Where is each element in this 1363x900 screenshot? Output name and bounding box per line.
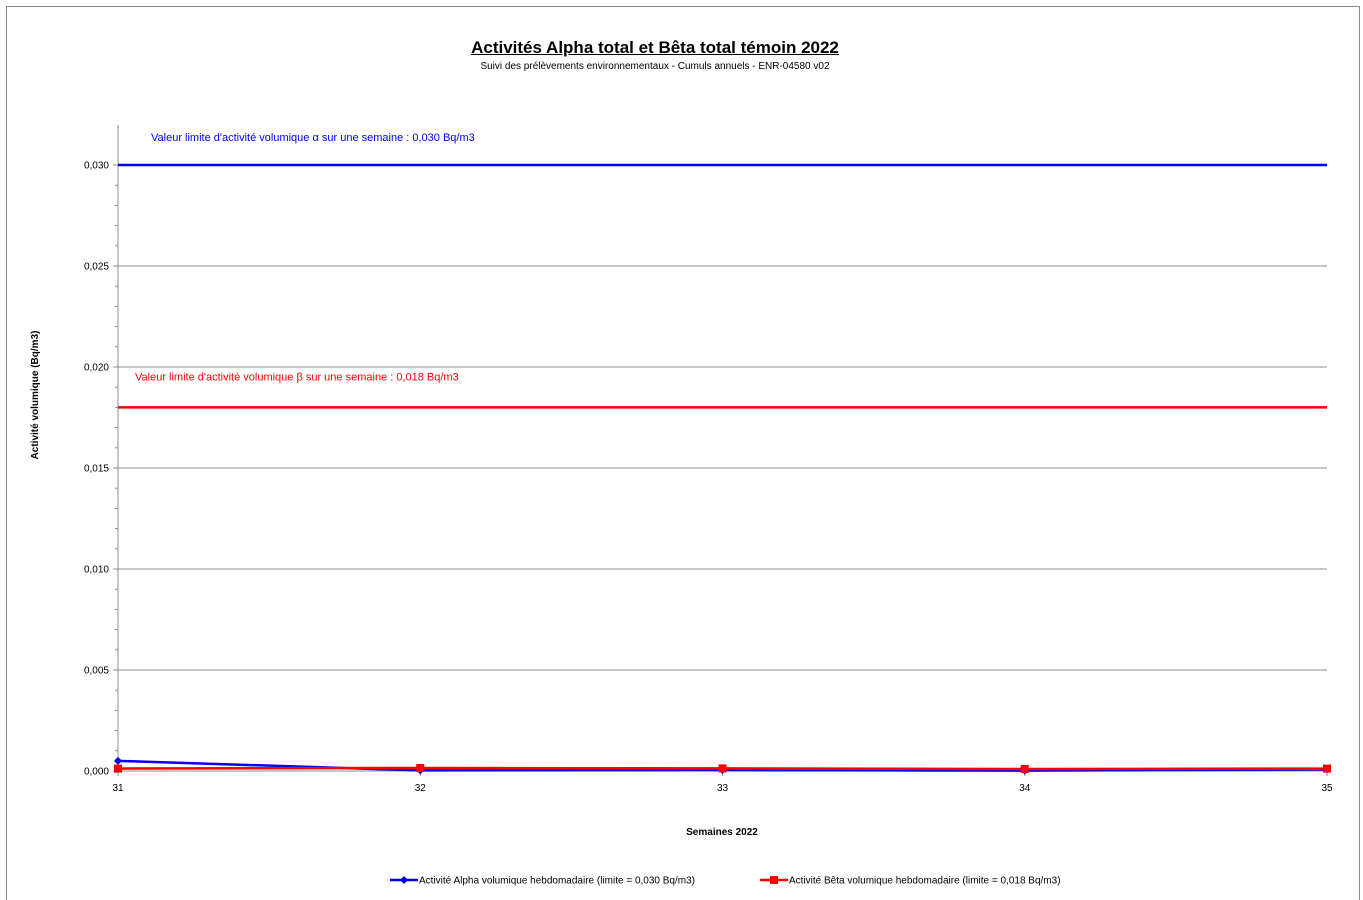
y-tick-labels: 0,000 0,005 0,010 0,015 0,020 0,025 0,030 xyxy=(84,161,109,778)
data-point-beta xyxy=(1323,764,1331,773)
data-series xyxy=(114,756,1331,775)
data-point-beta xyxy=(114,764,122,773)
legend-marker-alpha xyxy=(400,876,408,884)
data-point-beta xyxy=(416,763,425,772)
x-axis-title: Semaines 2022 xyxy=(686,827,758,838)
chart-frame xyxy=(6,6,1360,900)
x-tick-label: 35 xyxy=(1321,783,1333,794)
data-point-beta xyxy=(1020,764,1029,773)
x-tick-label: 31 xyxy=(112,783,124,794)
reference-line-label-0: Valeur limite d'activité volumique α sur… xyxy=(151,132,475,144)
axes xyxy=(113,125,1328,776)
y-axis-title: Activité volumique (Bq/m3) xyxy=(30,331,41,460)
y-tick-label: 0,030 xyxy=(84,161,109,172)
y-tick-label: 0,020 xyxy=(84,363,109,374)
legend-marker-beta xyxy=(770,876,778,884)
x-tick-label: 33 xyxy=(717,783,729,794)
y-tick-label: 0,025 xyxy=(84,262,109,273)
reference-line-label-1: Valeur limite d'activité volumique β sur… xyxy=(135,371,459,383)
chart-title: Activités Alpha total et Bêta total témo… xyxy=(471,38,839,57)
x-tick-label: 32 xyxy=(415,783,427,794)
data-point-alpha xyxy=(114,756,122,765)
data-point-beta xyxy=(718,764,727,773)
y-tick-label: 0,000 xyxy=(84,767,109,778)
x-tick-labels: 31 32 33 34 35 xyxy=(112,783,1333,794)
y-tick-label: 0,010 xyxy=(84,565,109,576)
y-tick-label: 0,015 xyxy=(84,464,109,475)
legend-label-1: Activité Bêta volumique hebdomadaire (li… xyxy=(789,876,1061,887)
chart-subtitle: Suivi des prélèvements environnementaux … xyxy=(480,61,830,72)
legend: Activité Alpha volumique hebdomadaire (l… xyxy=(390,876,1061,887)
reference-lines: Valeur limite d'activité volumique α sur… xyxy=(118,132,1327,409)
y-tick-label: 0,005 xyxy=(84,666,109,677)
legend-label-0: Activité Alpha volumique hebdomadaire (l… xyxy=(419,876,695,887)
x-tick-label: 34 xyxy=(1019,783,1031,794)
grid-lines xyxy=(118,164,1327,671)
